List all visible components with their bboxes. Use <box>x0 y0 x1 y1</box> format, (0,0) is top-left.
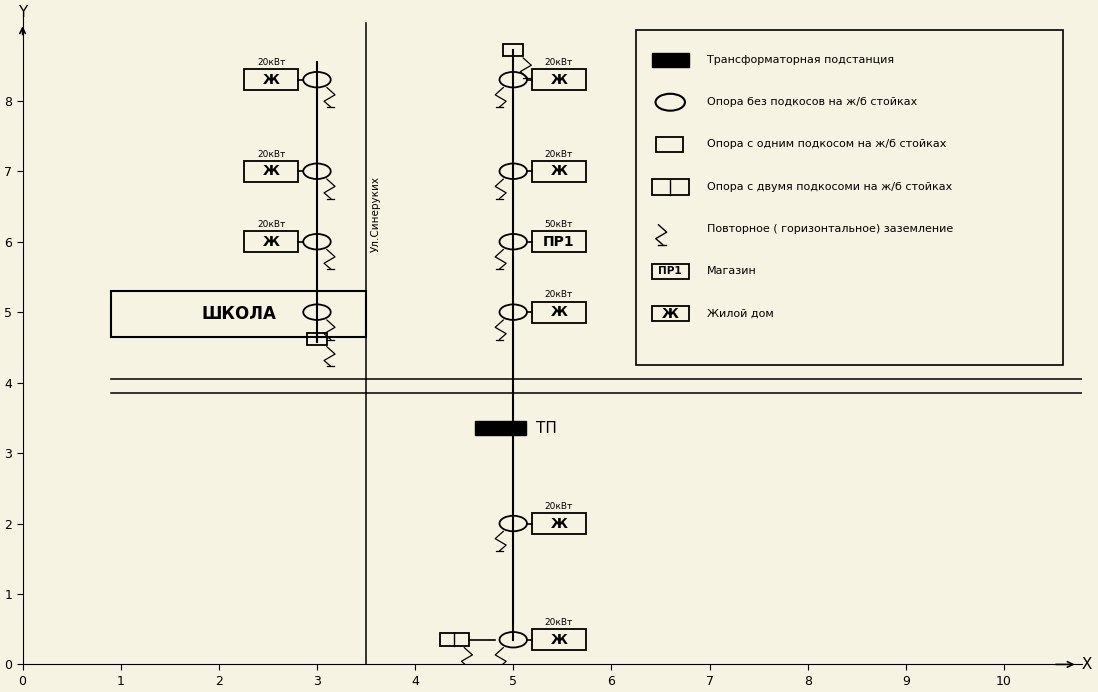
Text: Ж: Ж <box>550 632 568 647</box>
Text: Магазин: Магазин <box>706 266 757 276</box>
Text: Ж: Ж <box>550 305 568 319</box>
Bar <box>111 291 366 337</box>
Bar <box>531 629 586 650</box>
Text: Ж: Ж <box>262 73 280 86</box>
Bar <box>503 44 523 57</box>
Text: Опора с двумя подкосоми на ж/б стойках: Опора с двумя подкосоми на ж/б стойках <box>706 182 952 192</box>
Bar <box>531 161 586 182</box>
Text: 20кВт: 20кВт <box>545 149 573 158</box>
Text: 20кВт: 20кВт <box>545 291 573 300</box>
Bar <box>245 161 299 182</box>
Text: ПР1: ПР1 <box>544 235 574 248</box>
Text: 20кВт: 20кВт <box>545 502 573 511</box>
Bar <box>651 53 688 67</box>
Text: Y: Y <box>18 5 27 20</box>
Text: Опора с одним подкосом на ж/б стойках: Опора с одним подкосом на ж/б стойках <box>706 140 946 149</box>
Text: Трансформаторная подстанция: Трансформаторная подстанция <box>706 55 894 65</box>
Text: ТП: ТП <box>536 421 557 436</box>
Text: 20кВт: 20кВт <box>545 58 573 67</box>
Bar <box>651 179 688 194</box>
Text: ШКОЛА: ШКОЛА <box>201 305 276 323</box>
Text: ПР1: ПР1 <box>659 266 682 276</box>
Text: 20кВт: 20кВт <box>257 58 285 67</box>
Bar <box>475 421 526 435</box>
Text: Жилой дом: Жилой дом <box>706 309 773 318</box>
Text: Ж: Ж <box>550 164 568 179</box>
Text: 20кВт: 20кВт <box>257 220 285 229</box>
Text: Ж: Ж <box>550 516 568 531</box>
Text: Опора без подкосов на ж/б стойках: Опора без подкосов на ж/б стойках <box>706 97 917 107</box>
Bar <box>245 69 299 90</box>
Text: 50кВт: 50кВт <box>545 220 573 229</box>
Bar <box>531 231 586 253</box>
Text: 20кВт: 20кВт <box>257 149 285 158</box>
Bar <box>531 302 586 322</box>
Text: X: X <box>1077 657 1093 672</box>
Text: Ж: Ж <box>262 164 280 179</box>
Bar <box>245 231 299 253</box>
Bar <box>636 30 1063 365</box>
Text: Ул.Синеруких: Ул.Синеруких <box>371 176 381 251</box>
Bar <box>531 513 586 534</box>
Bar <box>439 633 469 646</box>
Bar <box>531 69 586 90</box>
Text: Повторное ( горизонтальное) заземление: Повторное ( горизонтальное) заземление <box>706 224 953 234</box>
Bar <box>651 306 688 321</box>
Bar <box>651 264 688 279</box>
Text: 20кВт: 20кВт <box>545 618 573 627</box>
Bar <box>656 137 683 152</box>
Text: Ж: Ж <box>662 307 679 320</box>
Text: Ж: Ж <box>262 235 280 248</box>
Bar <box>307 333 327 345</box>
Text: Ж: Ж <box>550 73 568 86</box>
